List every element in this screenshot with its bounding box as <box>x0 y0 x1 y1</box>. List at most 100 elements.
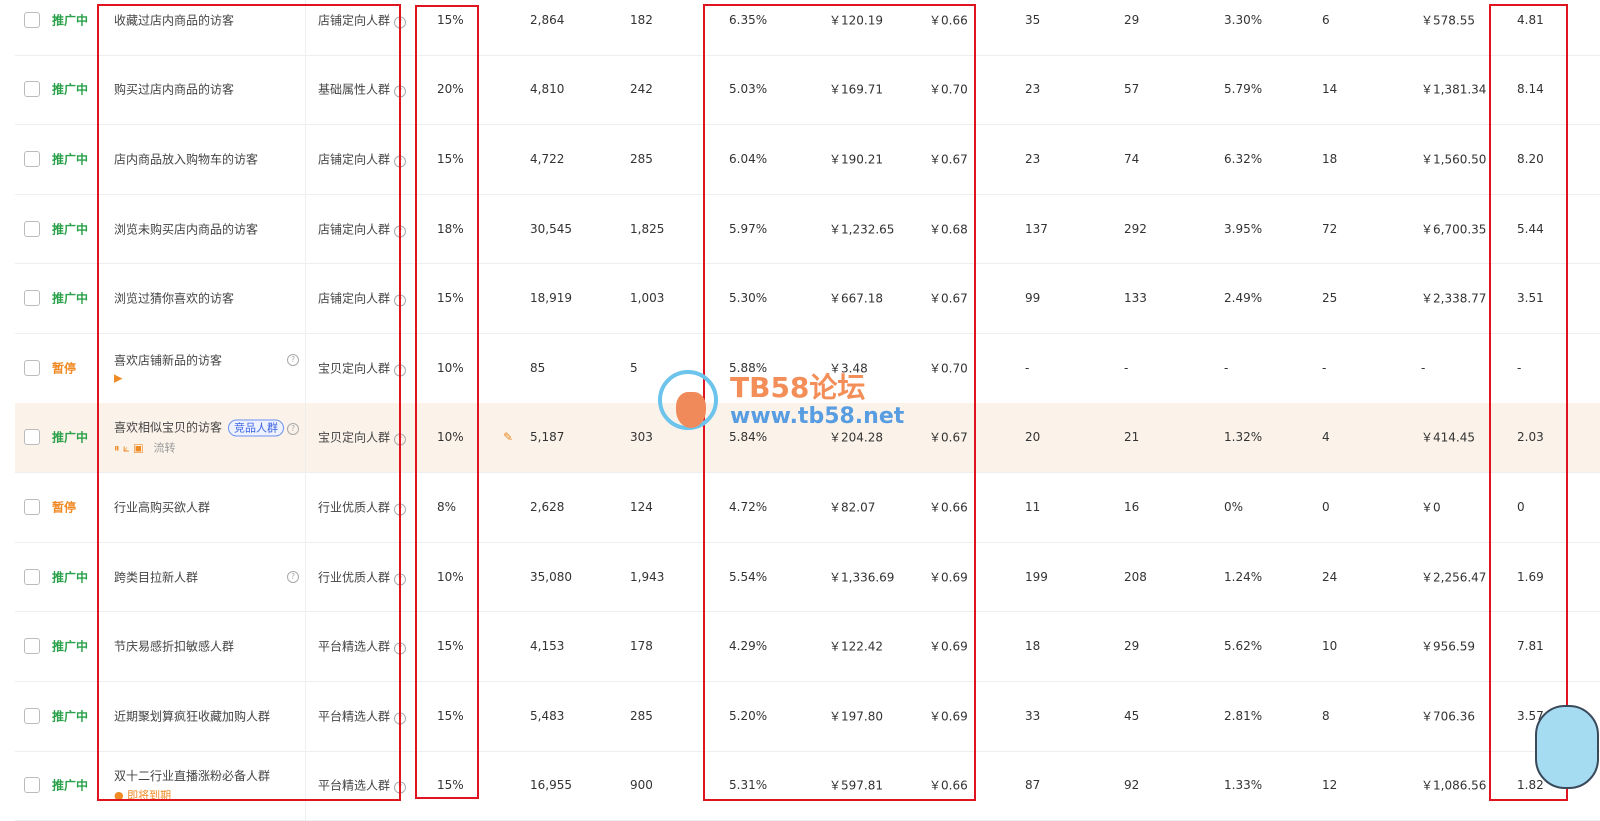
row-checkbox[interactable] <box>24 568 40 585</box>
cpc-value: ￥0.69 <box>929 709 968 724</box>
roi-value: 2.03 <box>1517 430 1544 445</box>
status-label[interactable]: 推广中 <box>52 430 89 445</box>
clicks-value: 5 <box>630 360 638 375</box>
cpc-value: ￥0.70 <box>929 361 968 376</box>
cpc-value: ￥0.66 <box>929 778 968 793</box>
favorites-value: 87 <box>1025 778 1041 793</box>
premium-percent[interactable]: 15% <box>437 12 464 27</box>
roi-value: 1.82 <box>1517 778 1544 793</box>
crowd-name-cell: 购买过店内商品的访客 <box>114 81 234 98</box>
column-divider <box>305 611 306 681</box>
crowd-name-cell: 浏览过猜你喜欢的访客 <box>114 290 234 307</box>
crowd-name: 喜欢相似宝贝的访客 <box>114 420 223 435</box>
cost-value: ￥122.42 <box>829 639 883 654</box>
impressions-value: 5,483 <box>530 708 565 723</box>
table-row: 推广中 跨类目拉新人群? 行业优质人群? 10% 35,080 1,943 5.54% ￥1,… <box>15 541 1600 613</box>
premium-percent[interactable]: 15% <box>437 151 464 166</box>
cost-value: ￥204.28 <box>829 430 883 445</box>
table-row: 推广中 店内商品放入购物车的访客 店铺定向人群? 15% 4,722 285 6.04% ￥1… <box>15 124 1600 195</box>
orders-value: 0 <box>1322 499 1330 514</box>
crowd-name-cell: 店内商品放入购物车的访客 <box>114 150 258 167</box>
help-icon[interactable]: ? <box>287 423 299 436</box>
row-checkbox[interactable] <box>24 429 40 446</box>
ctr-value: 4.72% <box>729 499 768 514</box>
roi-value: 7.81 <box>1517 639 1544 654</box>
favorites-value: 23 <box>1025 151 1041 166</box>
status-label[interactable]: 推广中 <box>52 222 89 237</box>
conversion-rate-value: 3.30% <box>1224 12 1263 27</box>
crowd-name-cell: 收藏过店内商品的访客 <box>114 11 234 28</box>
crowd-type-label: 基础属性人群 <box>318 82 391 97</box>
status-label[interactable]: 推广中 <box>52 778 89 793</box>
status-label[interactable]: 暂停 <box>52 500 77 515</box>
ctr-value: 6.04% <box>729 151 768 166</box>
row-checkbox[interactable] <box>24 150 40 167</box>
favorites-value: 18 <box>1025 639 1041 654</box>
assistant-mascot-icon[interactable] <box>1535 705 1599 789</box>
orders-value: - <box>1322 360 1327 375</box>
column-divider <box>305 263 306 333</box>
premium-percent[interactable]: 8% <box>437 499 457 514</box>
action-icons[interactable]: ▶ <box>114 371 123 385</box>
carts-value: 292 <box>1124 221 1147 236</box>
flow-link[interactable]: 流转 <box>153 441 176 455</box>
sales-amount-value: ￥0 <box>1421 500 1441 515</box>
conversion-rate-value: 2.81% <box>1224 708 1263 723</box>
row-checkbox[interactable] <box>24 638 40 655</box>
roi-value: - <box>1517 360 1522 375</box>
cost-value: ￥82.07 <box>829 500 876 515</box>
impressions-value: 35,080 <box>530 569 572 584</box>
premium-percent[interactable]: 18% <box>437 221 464 236</box>
edit-pencil-icon[interactable]: ✎ <box>503 430 514 445</box>
cost-value: ￥169.71 <box>829 82 883 97</box>
impressions-value: 2,628 <box>530 499 565 514</box>
status-label[interactable]: 推广中 <box>52 13 89 28</box>
row-checkbox[interactable] <box>24 777 40 794</box>
row-checkbox[interactable] <box>24 359 40 376</box>
row-checkbox[interactable] <box>24 498 40 515</box>
status-label[interactable]: 推广中 <box>52 570 89 585</box>
crowd-name-cell: 行业高购买欲人群 <box>114 498 210 515</box>
status-label[interactable]: 推广中 <box>52 152 89 167</box>
status-label[interactable]: 暂停 <box>52 361 77 376</box>
status-label[interactable]: 推广中 <box>52 709 89 724</box>
clicks-value: 1,003 <box>630 291 665 306</box>
help-icon[interactable]: ? <box>287 353 299 366</box>
crowd-name: 喜欢店铺新品的访客 <box>114 353 223 368</box>
premium-percent[interactable]: 10% <box>437 360 464 375</box>
orders-value: 14 <box>1322 82 1338 97</box>
cost-value: ￥667.18 <box>829 291 883 306</box>
premium-percent[interactable]: 15% <box>437 291 464 306</box>
carts-value: 133 <box>1124 291 1147 306</box>
cpc-value: ￥0.70 <box>929 82 968 97</box>
clicks-value: 178 <box>630 639 653 654</box>
premium-percent[interactable]: 15% <box>437 639 464 654</box>
action-icons[interactable]: ⏸ ⟀ ▣ <box>114 441 144 455</box>
favorites-value: 23 <box>1025 82 1041 97</box>
table-row: 推广中 近期聚划算疯狂收藏加购人群 平台精选人群? 15% 5,483 285 5.20% ￥… <box>15 681 1600 752</box>
crowd-name-cell: 近期聚划算疯狂收藏加购人群 <box>114 707 270 724</box>
crowd-type-label: 平台精选人群 <box>318 778 391 793</box>
status-label[interactable]: 推广中 <box>52 291 89 306</box>
row-checkbox[interactable] <box>24 11 40 28</box>
conversion-rate-value: 1.24% <box>1224 569 1263 584</box>
row-checkbox[interactable] <box>24 290 40 307</box>
row-checkbox[interactable] <box>24 81 40 98</box>
crowd-name: 收藏过店内商品的访客 <box>114 13 235 28</box>
premium-percent[interactable]: 15% <box>437 708 464 723</box>
carts-value: 45 <box>1124 708 1140 723</box>
status-label[interactable]: 推广中 <box>52 639 89 654</box>
row-checkbox[interactable] <box>24 220 40 237</box>
favorites-value: 199 <box>1025 569 1048 584</box>
premium-percent[interactable]: 15% <box>437 778 464 793</box>
status-label[interactable]: 推广中 <box>52 82 89 97</box>
premium-percent[interactable]: 10% <box>437 430 464 445</box>
crowd-type-label: 店铺定向人群 <box>318 13 391 28</box>
carts-value: 208 <box>1124 569 1147 584</box>
crowd-name: 浏览未购买店内商品的访客 <box>114 222 259 237</box>
crowd-type-label: 宝贝定向人群 <box>318 430 391 445</box>
help-icon[interactable]: ? <box>287 570 299 583</box>
premium-percent[interactable]: 10% <box>437 569 464 584</box>
premium-percent[interactable]: 20% <box>437 82 464 97</box>
row-checkbox[interactable] <box>24 707 40 724</box>
